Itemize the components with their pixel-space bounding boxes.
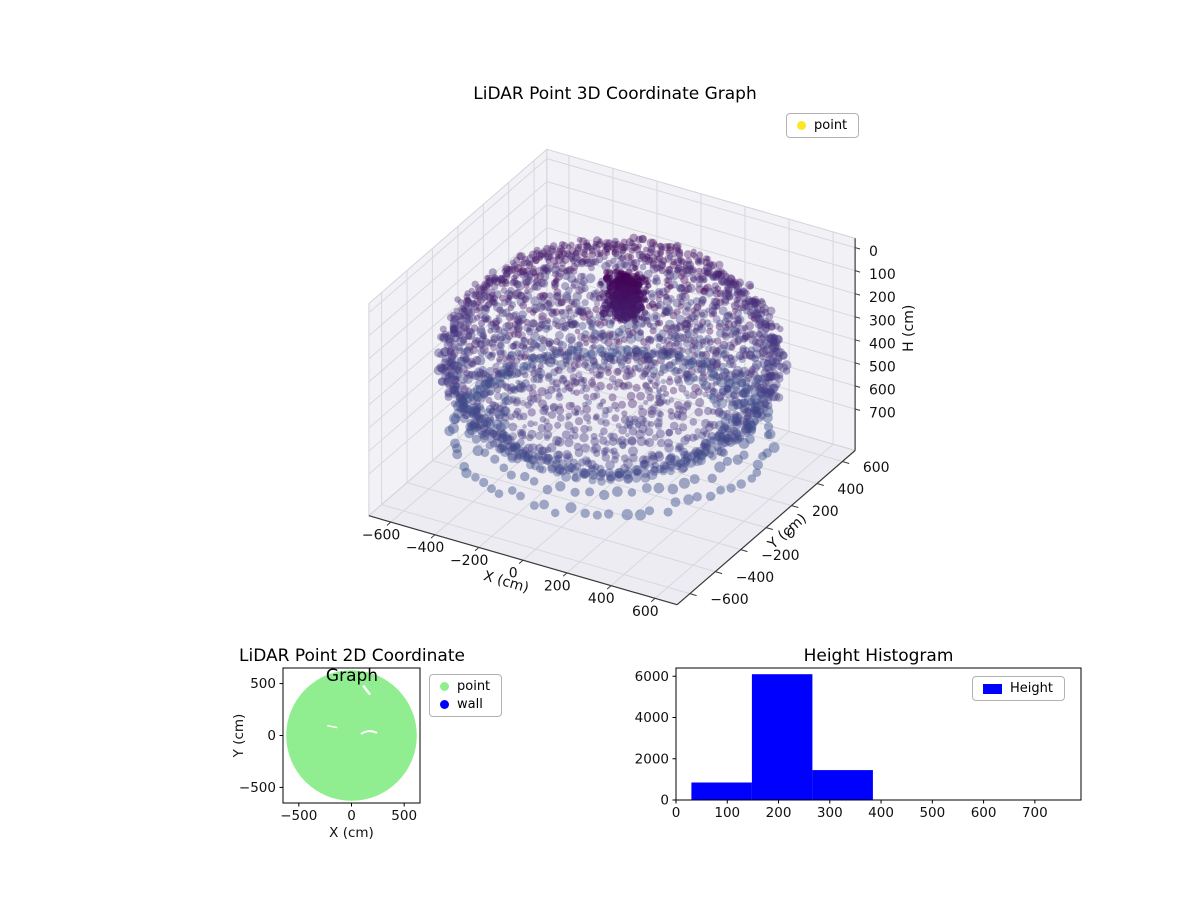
legend-label: wall bbox=[457, 697, 483, 712]
svg-text:0: 0 bbox=[509, 566, 518, 582]
svg-text:−200: −200 bbox=[761, 548, 799, 564]
svg-text:6000: 6000 bbox=[635, 669, 669, 685]
svg-text:600: 600 bbox=[632, 604, 659, 620]
hist-bars bbox=[691, 674, 873, 800]
svg-text:500: 500 bbox=[919, 805, 945, 821]
legend-entry-Height: Height bbox=[981, 681, 1055, 696]
svg-text:0: 0 bbox=[347, 808, 356, 824]
legend-patch-icon bbox=[983, 683, 1002, 694]
svg-text:X (cm): X (cm) bbox=[329, 825, 374, 841]
svg-text:−500: −500 bbox=[280, 808, 317, 824]
svg-text:300: 300 bbox=[869, 313, 896, 329]
svg-text:200: 200 bbox=[766, 805, 792, 821]
legend-label: Height bbox=[1010, 681, 1053, 696]
svg-text:−400: −400 bbox=[406, 540, 444, 556]
svg-text:−400: −400 bbox=[736, 570, 774, 586]
plot-hist-canvas: 0 100 200 300 400 500 600 700 0 2000 4000 6000 bbox=[635, 667, 1082, 821]
svg-text:200: 200 bbox=[869, 290, 896, 306]
svg-text:4000: 4000 bbox=[635, 710, 669, 726]
svg-text:0: 0 bbox=[672, 805, 681, 821]
legend-dot-icon bbox=[440, 682, 449, 691]
plot-hist-legend: Height bbox=[972, 676, 1065, 701]
svg-text:0: 0 bbox=[869, 244, 878, 260]
svg-text:400: 400 bbox=[869, 336, 896, 352]
svg-text:Y (cm): Y (cm) bbox=[231, 714, 247, 759]
svg-text:600: 600 bbox=[971, 805, 997, 821]
svg-text:−600: −600 bbox=[362, 527, 400, 543]
svg-text:600: 600 bbox=[863, 460, 890, 476]
svg-text:0: 0 bbox=[660, 793, 669, 809]
plot-3d-title: LiDAR Point 3D Coordinate Graph bbox=[473, 84, 757, 104]
svg-text:400: 400 bbox=[868, 805, 894, 821]
points-group bbox=[433, 233, 792, 521]
plot-2d-legend: point wall bbox=[429, 674, 503, 717]
svg-text:400: 400 bbox=[837, 482, 864, 498]
svg-text:0: 0 bbox=[267, 728, 276, 744]
svg-text:500: 500 bbox=[869, 359, 896, 375]
grid-group bbox=[368, 155, 856, 599]
svg-text:0: 0 bbox=[787, 526, 796, 542]
svg-text:200: 200 bbox=[544, 578, 571, 594]
svg-text:300: 300 bbox=[817, 805, 843, 821]
svg-text:100: 100 bbox=[869, 267, 896, 283]
svg-text:200: 200 bbox=[812, 504, 839, 520]
legend-dot-icon bbox=[440, 700, 449, 709]
svg-text:500: 500 bbox=[391, 808, 417, 824]
plot-3d-canvas: −600 −400 −200 0 200 400 600 −600 −400 −200 0 200 40… bbox=[362, 148, 917, 620]
svg-text:H (cm): H (cm) bbox=[901, 305, 917, 352]
svg-text:700: 700 bbox=[1022, 805, 1048, 821]
plot-3d-legend: point bbox=[786, 113, 860, 138]
plot-2d-title: LiDAR Point 2D Coordinate Graph bbox=[239, 646, 465, 686]
plot-hist-title: Height Histogram bbox=[803, 646, 954, 666]
tick-group: −600 −400 −200 0 200 400 600 −600 −400 −200 0 200 40… bbox=[362, 244, 917, 620]
svg-text:700: 700 bbox=[869, 406, 896, 422]
svg-text:X (cm): X (cm) bbox=[482, 568, 531, 596]
svg-text:600: 600 bbox=[869, 382, 896, 398]
legend-entry-wall: wall bbox=[438, 697, 492, 712]
svg-text:−200: −200 bbox=[450, 553, 488, 569]
legend-dot-icon bbox=[797, 121, 806, 130]
svg-text:400: 400 bbox=[588, 591, 615, 607]
scatter-2d-points bbox=[286, 670, 417, 801]
legend-label: point bbox=[814, 118, 848, 133]
svg-text:2000: 2000 bbox=[635, 751, 669, 767]
ticks-hist: 0 100 200 300 400 500 600 700 0 2000 4000 6000 bbox=[635, 669, 1048, 821]
legend-entry-point: point bbox=[438, 679, 492, 694]
svg-text:100: 100 bbox=[714, 805, 740, 821]
svg-text:−600: −600 bbox=[710, 592, 748, 608]
legend-label: point bbox=[457, 679, 491, 694]
svg-text:−500: −500 bbox=[239, 780, 276, 796]
legend-entry-point: point bbox=[795, 118, 849, 133]
